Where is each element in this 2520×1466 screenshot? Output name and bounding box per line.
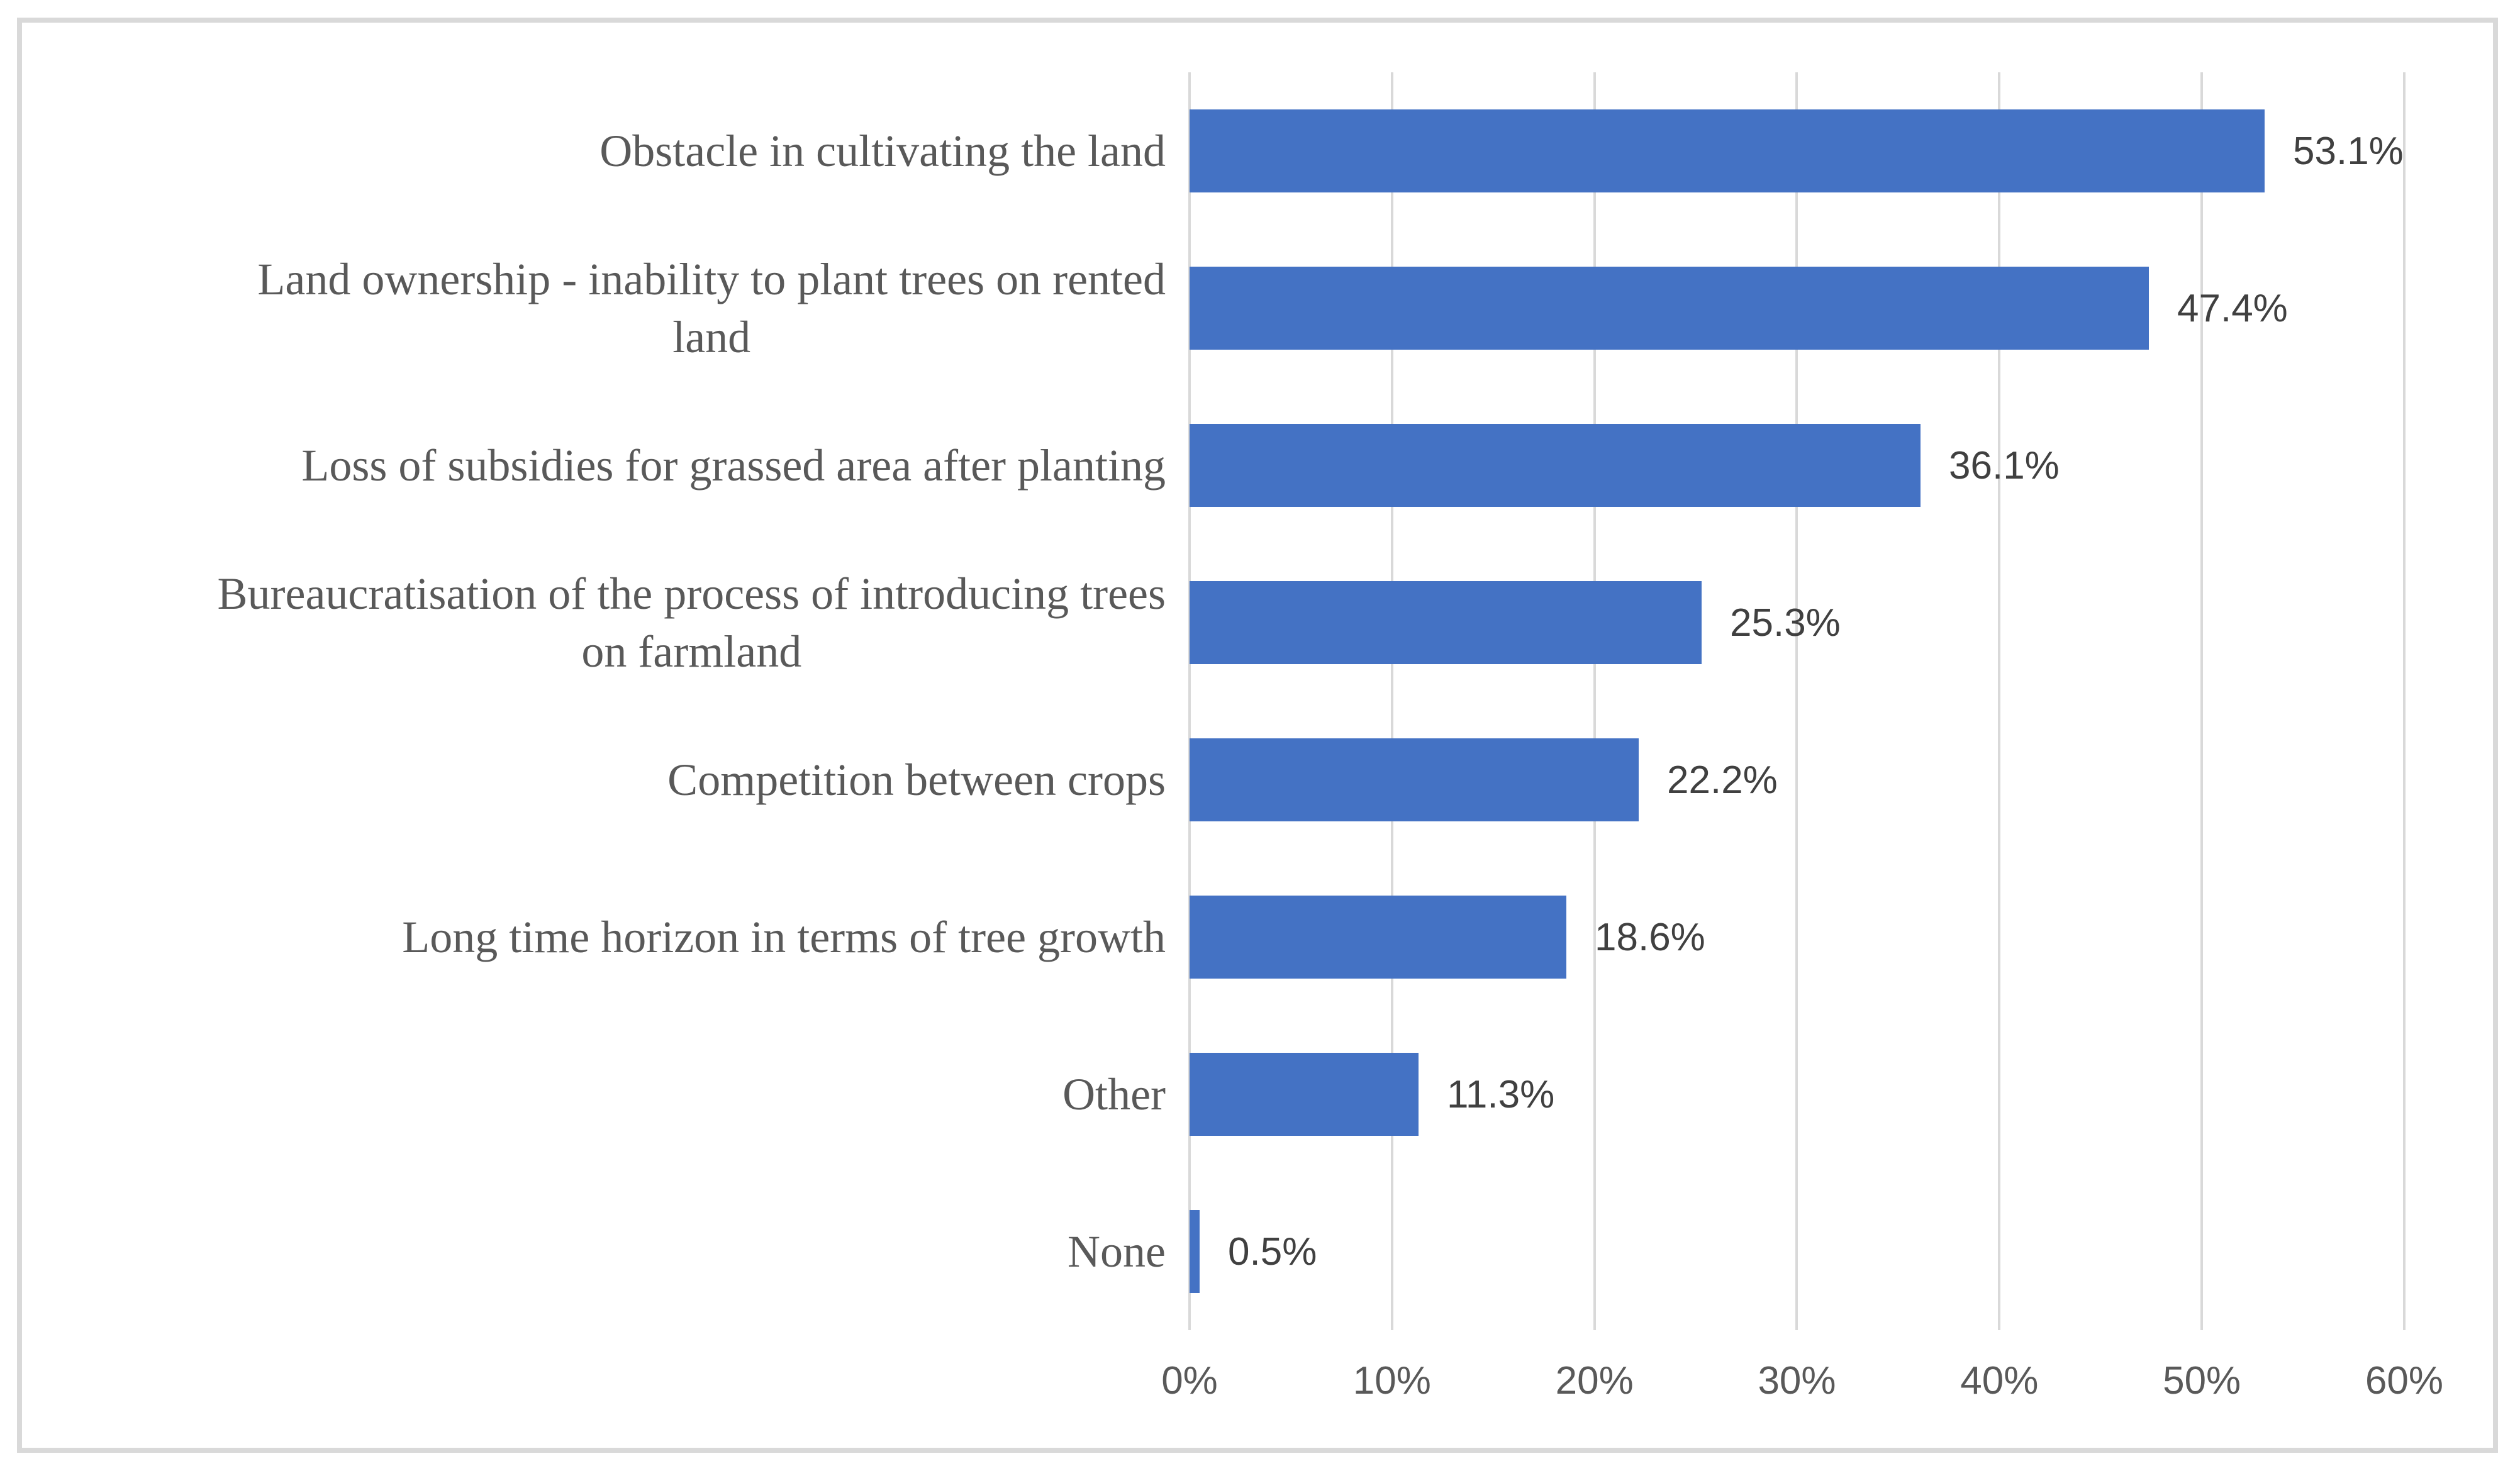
gridline-20% (1593, 72, 1596, 1330)
x-axis-tick-label: 30% (1758, 1359, 1836, 1402)
bar-row-2 (1190, 424, 1921, 507)
bar-row-5 (1190, 896, 1566, 979)
x-axis-tick-label: 40% (1960, 1359, 2039, 1402)
gridline-0% (1188, 72, 1191, 1330)
x-axis-tick-label: 60% (2365, 1359, 2444, 1402)
category-label: Land ownership - inability to plant tree… (257, 253, 1166, 362)
category-label: None (1068, 1226, 1166, 1277)
figure-frame: 53.1% Obstacle in cultivating the land 47.… (17, 18, 2498, 1453)
gridline-50% (2200, 72, 2204, 1330)
x-axis-tick-label: 0% (1161, 1359, 1218, 1402)
bar-value-label: 53.1% (2293, 129, 2404, 173)
bar-row-7 (1190, 1210, 1200, 1293)
bar-row-1 (1190, 267, 2149, 350)
category-label: Bureaucratisation of the process of intr… (217, 568, 1166, 677)
gridline-10% (1390, 72, 1393, 1330)
bar-row-0 (1190, 109, 2265, 192)
bar-value-label: 22.2% (1667, 758, 1778, 802)
x-axis-tick-label: 50% (2163, 1359, 2241, 1402)
gridline-60% (2402, 72, 2406, 1330)
category-label: Obstacle in cultivating the land (599, 125, 1166, 176)
x-axis-tick-label: 10% (1352, 1359, 1431, 1402)
bar-row-6 (1190, 1053, 1419, 1136)
x-axis-tick-label: 20% (1555, 1359, 1634, 1402)
bar-row-3 (1190, 581, 1702, 664)
bar-value-label: 47.4% (2177, 286, 2288, 330)
category-label: Loss of subsidies for grassed area after… (301, 440, 1166, 491)
bar-value-label: 0.5% (1228, 1230, 1317, 1274)
bar-value-label: 36.1% (1949, 443, 2060, 487)
bar-value-label: 25.3% (1730, 601, 1841, 645)
gridline-30% (1795, 72, 1798, 1330)
category-label: Long time horizon in terms of tree growt… (402, 911, 1166, 962)
bar-value-label: 11.3% (1447, 1072, 1555, 1116)
gridline-40% (1998, 72, 2001, 1330)
bar-value-label: 18.6% (1595, 915, 1705, 959)
category-label: Competition between crops (667, 754, 1166, 805)
category-label: Other (1062, 1069, 1166, 1119)
bar-row-4 (1190, 738, 1639, 821)
